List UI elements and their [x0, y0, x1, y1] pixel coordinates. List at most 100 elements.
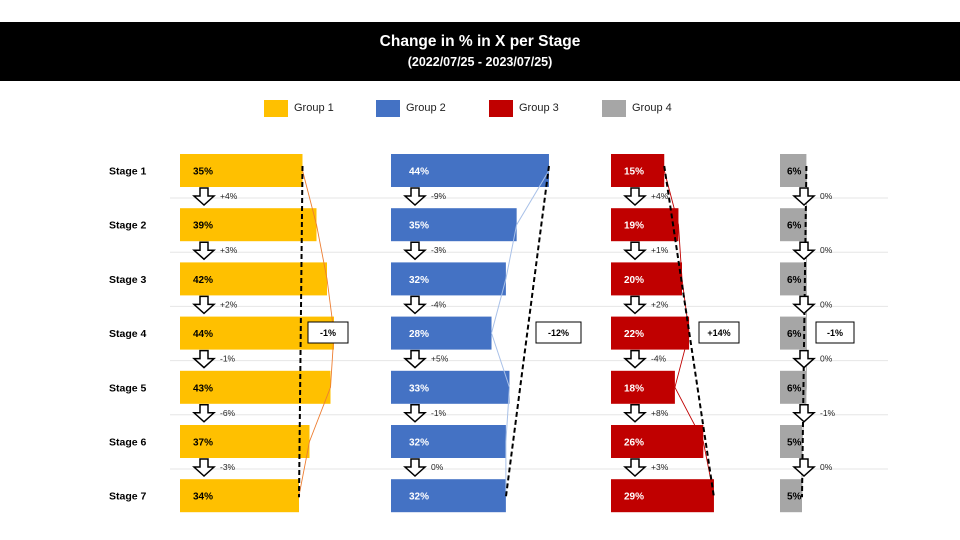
down-arrow-icon	[192, 458, 216, 478]
legend-swatch-group-2	[376, 100, 400, 117]
bar	[391, 316, 492, 350]
down-arrow-icon	[192, 241, 216, 261]
step-change-label: -4%	[651, 354, 667, 364]
down-arrow-icon	[403, 404, 427, 423]
legend-swatch-group-1	[264, 100, 288, 117]
down-arrow-icon	[623, 458, 647, 478]
bar	[611, 154, 665, 187]
bar-value-label: 35%	[409, 221, 429, 232]
down-arrow-icon	[623, 404, 647, 423]
bar	[180, 154, 303, 187]
bar-value-label: 15%	[624, 167, 644, 178]
bar	[180, 370, 331, 404]
bar	[780, 316, 807, 350]
down-arrow-icon	[623, 295, 647, 315]
bar	[611, 370, 675, 404]
stage-label: Stage 6	[109, 437, 147, 449]
down-arrow-icon	[792, 295, 816, 315]
total-change-label: -1%	[320, 328, 336, 338]
step-change-label: -9%	[431, 191, 447, 201]
bar-value-label: 34%	[193, 492, 213, 503]
down-arrow-icon	[403, 458, 427, 478]
bar-value-label: 19%	[624, 221, 644, 232]
bar	[611, 316, 690, 350]
bar-value-label: 6%	[787, 275, 802, 286]
bar-value-label: 6%	[787, 329, 802, 340]
down-arrow-icon	[192, 404, 216, 423]
bar	[780, 154, 807, 187]
step-change-label: +3%	[220, 245, 238, 255]
legend-swatch-group-4	[602, 100, 626, 117]
total-change-box	[535, 321, 582, 344]
bar	[180, 425, 310, 458]
step-change-label: +4%	[651, 191, 669, 201]
bar	[611, 479, 714, 513]
down-arrow-icon	[403, 241, 427, 261]
bar-value-label: 32%	[409, 275, 429, 286]
total-change-box	[307, 321, 349, 344]
step-change-label: -1%	[220, 354, 236, 364]
down-arrow-icon	[792, 458, 816, 478]
stage-label: Stage 7	[109, 491, 147, 503]
step-change-label: 0%	[820, 191, 833, 201]
bar	[180, 479, 299, 513]
chart-title: Change in % in X per Stage	[379, 33, 581, 50]
legend-label-group-4: Group 4	[632, 102, 672, 114]
bar-value-label: 20%	[624, 275, 644, 286]
total-change-box	[815, 321, 855, 344]
bar-value-label: 26%	[624, 438, 644, 449]
step-change-label: -1%	[431, 408, 447, 418]
step-change-label: -1%	[820, 408, 836, 418]
down-arrow-icon	[792, 404, 816, 423]
step-change-label: 0%	[820, 354, 833, 364]
down-arrow-icon	[623, 241, 647, 261]
total-change-label: -1%	[827, 328, 843, 338]
legend: Group 1 Group 2 Group 3 Group 4	[0, 99, 960, 119]
down-arrow-icon	[623, 187, 647, 207]
bar	[391, 479, 506, 513]
bar-value-label: 6%	[787, 167, 802, 178]
bar	[391, 208, 517, 242]
bar-value-label: 28%	[409, 329, 429, 340]
bar	[780, 208, 807, 242]
bar-value-label: 39%	[193, 221, 213, 232]
bar	[780, 370, 807, 404]
chart-subtitle: (2022/07/25 - 2023/07/25)	[407, 55, 553, 69]
total-change-box	[698, 321, 740, 344]
step-change-label: 0%	[820, 462, 833, 472]
bar-value-label: 43%	[193, 383, 213, 394]
legend-label-group-1: Group 1	[294, 102, 334, 114]
step-change-label: +1%	[651, 245, 669, 255]
bar	[780, 479, 802, 513]
title-bar: Change in % in X per Stage (2022/07/25 -…	[0, 22, 960, 81]
stage-label: Stage 4	[109, 328, 147, 340]
trend-dashed-line	[298, 165, 304, 498]
down-arrow-icon	[792, 241, 816, 261]
total-change-label: +14%	[707, 328, 730, 338]
bar-value-label: 5%	[787, 492, 802, 503]
step-change-label: +2%	[220, 299, 238, 309]
bar-value-label: 37%	[193, 438, 213, 449]
bar	[391, 154, 549, 187]
step-change-label: -6%	[220, 408, 236, 418]
connector-line	[490, 170, 550, 496]
bar	[780, 262, 807, 296]
step-change-label: 0%	[820, 299, 833, 309]
down-arrow-icon	[792, 187, 816, 207]
bar	[391, 425, 506, 458]
bar	[391, 262, 506, 296]
bar-value-label: 18%	[624, 383, 644, 394]
step-change-label: +3%	[651, 462, 669, 472]
bar	[611, 208, 679, 242]
legend-label-group-3: Group 3	[519, 102, 559, 114]
down-arrow-icon	[192, 295, 216, 315]
total-change-label: -12%	[548, 328, 569, 338]
bar	[611, 262, 682, 296]
bar-value-label: 42%	[193, 275, 213, 286]
bar	[180, 208, 317, 242]
bar-value-label: 22%	[624, 329, 644, 340]
bar	[180, 262, 327, 296]
stage-label: Stage 2	[109, 220, 147, 232]
bar	[391, 370, 510, 404]
